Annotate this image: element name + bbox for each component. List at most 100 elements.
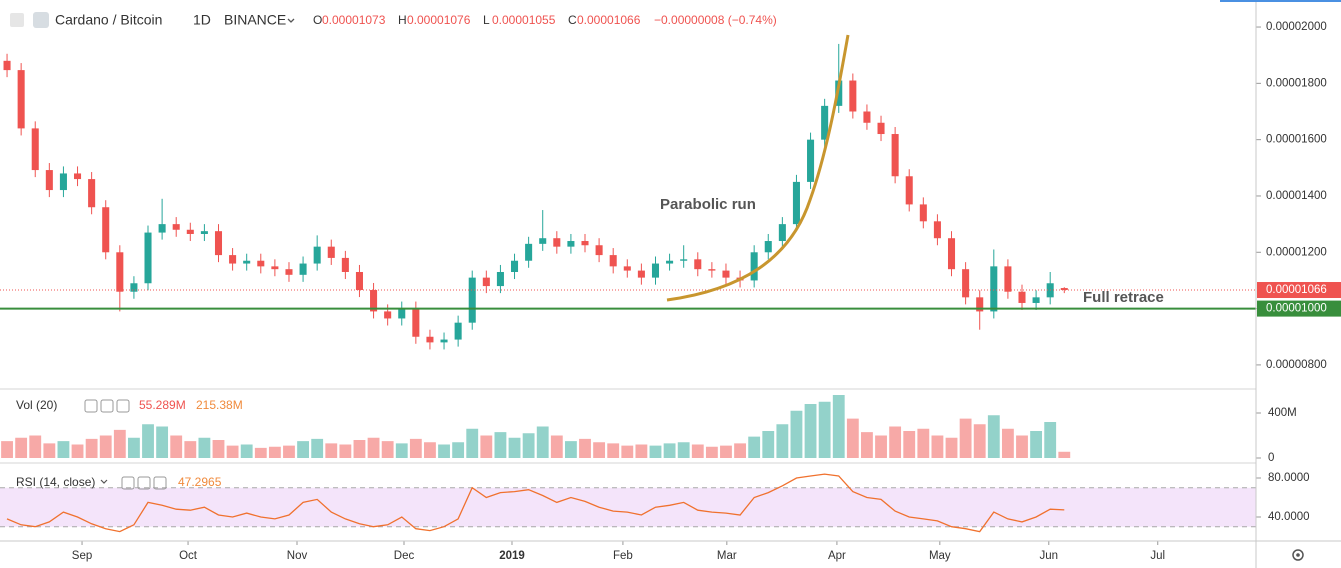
volume-bar <box>57 441 70 458</box>
volume-bar <box>240 444 253 458</box>
x-tick-label: Apr <box>828 550 846 562</box>
icon <box>137 476 151 490</box>
gear-center[interactable] <box>1296 553 1300 557</box>
candle-body <box>398 308 406 319</box>
candle-body <box>1018 291 1026 303</box>
x-tick-label: 2019 <box>499 550 525 562</box>
candle-body <box>510 260 519 272</box>
volume-bar <box>311 438 324 458</box>
price-label: 0.00001000 <box>1266 303 1327 315</box>
volume-bar <box>945 437 958 458</box>
candle-body <box>990 266 998 312</box>
candle-body <box>214 231 223 256</box>
volume-bar <box>1030 430 1043 458</box>
y-tick-label: 0.00002000 <box>1266 21 1327 33</box>
coin-icon <box>33 12 49 28</box>
candle-body <box>74 173 82 180</box>
volume-last: 55.289M <box>139 398 186 412</box>
candle-body <box>1060 288 1068 291</box>
candle-body <box>637 270 645 278</box>
volume-bar <box>198 437 211 458</box>
volume-bar <box>804 404 817 458</box>
volume-bar <box>790 410 803 458</box>
exchange: BINANCE <box>224 12 286 28</box>
candle-body <box>905 176 913 205</box>
volume-bar <box>846 418 859 458</box>
volume-bar <box>226 445 239 458</box>
volume-bar <box>762 430 775 458</box>
candle-body <box>116 252 124 292</box>
candle-body <box>623 266 631 271</box>
volume-bar <box>409 438 422 458</box>
volume-bar <box>748 436 761 458</box>
icon <box>121 476 135 490</box>
candle-body <box>525 243 533 261</box>
ohlc-value: 0.00001076 <box>407 13 471 27</box>
candle-body <box>933 221 941 239</box>
volume-bar <box>339 444 352 458</box>
candle-body <box>947 238 956 270</box>
volume-bar <box>931 435 944 458</box>
candle-body <box>130 283 138 292</box>
y-tick-label: 0.00001600 <box>1266 134 1327 146</box>
volume-bar <box>353 439 366 458</box>
candle-body <box>468 277 476 323</box>
volume-bar <box>818 401 831 458</box>
candle-body <box>454 322 462 340</box>
candle-body <box>3 60 11 71</box>
ohlc-value: 0.00001073 <box>322 13 386 27</box>
candle-body <box>384 311 392 319</box>
y-tick-label: 400M <box>1268 407 1297 419</box>
volume-icons <box>84 399 130 413</box>
axes: 0.00000800 0.00001000 0.00001200 0.00001400… <box>72 21 1341 562</box>
candle-body <box>341 257 349 272</box>
candle-body <box>313 246 321 264</box>
volume-bar <box>113 429 126 458</box>
settings-button[interactable] <box>1292 549 1304 561</box>
volume-bar <box>71 444 84 458</box>
volume-bar <box>170 435 183 458</box>
candle-body <box>229 255 237 264</box>
candle-body <box>243 260 251 264</box>
chevron <box>100 479 108 484</box>
candle-body <box>440 339 448 343</box>
panes <box>0 487 1256 528</box>
volume-bar <box>395 443 408 458</box>
candle-body <box>257 260 265 267</box>
annotation: Parabolic run <box>660 196 756 213</box>
volume-bar <box>29 435 42 458</box>
y-tick-label: 0.00001200 <box>1266 246 1327 258</box>
y-tick-label: 40.0000 <box>1268 511 1310 523</box>
ohlc-key: O <box>313 13 322 27</box>
volume-bar <box>297 441 309 458</box>
volume-bar <box>85 438 98 458</box>
candle-body <box>581 241 589 246</box>
candle-body <box>567 241 575 247</box>
volume-bar <box>621 445 634 458</box>
volume-bar <box>875 435 887 458</box>
volume-bar <box>184 441 197 458</box>
volume-bar <box>691 444 704 458</box>
symbol: Cardano / Bitcoin <box>55 12 162 28</box>
candle-body <box>496 271 504 287</box>
gear[interactable] <box>1292 549 1304 561</box>
candle-body <box>186 229 194 234</box>
candle-body <box>1032 297 1040 303</box>
volume-bar <box>550 435 563 458</box>
x-tick-label: Jul <box>1150 550 1165 562</box>
volume-title: Vol (20) <box>16 398 57 412</box>
candle-body <box>694 259 702 270</box>
volume-bar <box>861 432 873 458</box>
volume-bar <box>593 442 606 458</box>
volume-bar <box>1016 435 1028 458</box>
rsi-band <box>0 487 1256 527</box>
volume-bar <box>1 441 13 458</box>
candle-body <box>807 139 815 182</box>
volume-bar <box>635 444 648 458</box>
price-label-box <box>1257 300 1341 317</box>
rsi-title: RSI (14, close) <box>16 475 95 489</box>
symbol-icon <box>10 13 24 27</box>
volume-bar <box>832 395 845 458</box>
